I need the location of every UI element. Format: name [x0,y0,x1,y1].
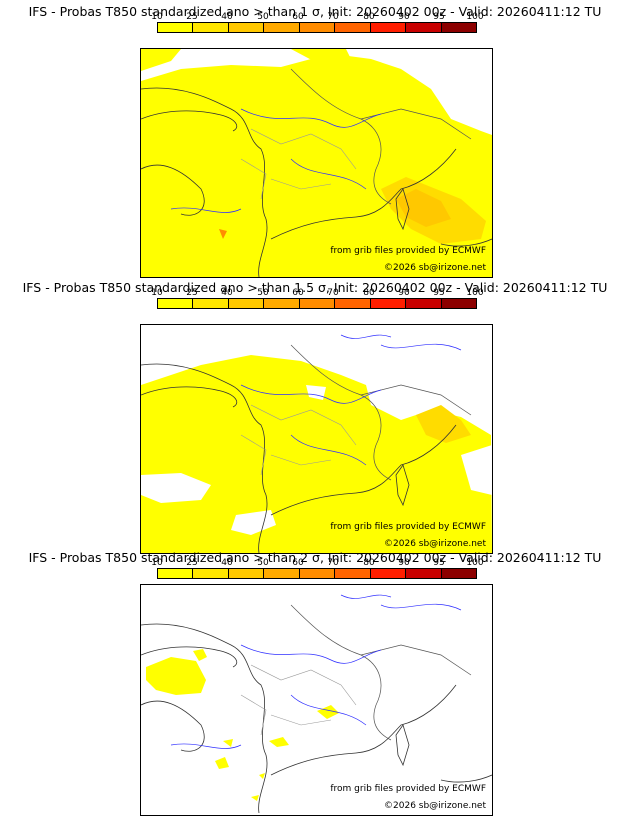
colorbar-cell [406,299,442,308]
map-panel-1: IFS - Probas T850 standardized ano > tha… [0,0,630,278]
tick-label: 10 [151,558,163,568]
copyright-credit: ©2026 sb@irizone.net [384,801,486,811]
probability-map: from grib files provided by ECMWF ©2026 … [140,584,493,816]
colorbar-cell [335,299,371,308]
colorbar-cell [335,23,371,32]
colorbar-cell [441,569,476,578]
tick-label: 10 [151,12,163,22]
tick-label: 90 [398,288,410,298]
source-credit: from grib files provided by ECMWF [330,784,486,794]
tick-label: 60 [292,288,304,298]
colorbar-cell [228,23,265,32]
colorbar [157,298,477,309]
colorbar-cell [335,569,371,578]
tick-label: 95 [433,288,445,298]
map-panel-3: IFS - Probas T850 standardized ano > tha… [0,546,630,822]
colorbar-cell [264,569,300,578]
colorbar-cell [193,299,229,308]
map-graphic [141,334,492,553]
colorbar-cell [370,23,407,32]
colorbar-cell [299,23,336,32]
tick-label: 60 [292,12,304,22]
tick-label: 70 [327,558,339,568]
tick-label: 80 [363,288,375,298]
colorbar-cell [158,569,194,578]
colorbar-cell [158,299,194,308]
colorbar-cell [406,23,442,32]
tick-label: 50 [257,288,269,298]
map-panel-2: IFS - Probas T850 standardized ano > tha… [0,276,630,554]
tick-label: 50 [257,558,269,568]
tick-label: 90 [398,558,410,568]
colorbar-cell [299,299,336,308]
probability-map: from grib files provided by ECMWF ©2026 … [140,48,493,278]
colorbar-ticks: 10 25 40 50 60 70 80 90 95 100 [151,558,483,568]
tick-label: 100 [466,12,484,22]
colorbar-cell [441,299,476,308]
tick-label: 10 [151,288,163,298]
colorbar-cell [370,299,407,308]
source-credit: from grib files provided by ECMWF [330,246,486,256]
colorbar-cell [264,23,300,32]
probability-map: from grib files provided by ECMWF ©2026 … [140,324,493,554]
tick-label: 95 [433,558,445,568]
tick-label: 100 [466,558,484,568]
colorbar-ticks: 10 25 40 50 60 70 80 90 95 100 [151,288,483,298]
tick-label: 95 [433,12,445,22]
colorbar-cell [228,569,265,578]
map-graphic [141,594,492,813]
tick-label: 70 [327,288,339,298]
tick-label: 60 [292,558,304,568]
panel-title: IFS - Probas T850 standardized ano > tha… [28,550,602,565]
colorbar-cell [441,23,476,32]
colorbar-cell [158,23,194,32]
tick-label: 25 [186,12,198,22]
colorbar-cell [193,569,229,578]
tick-label: 25 [186,558,198,568]
tick-label: 80 [363,558,375,568]
tick-label: 40 [221,288,233,298]
tick-label: 25 [186,288,198,298]
tick-label: 100 [466,288,484,298]
colorbar-cell [370,569,407,578]
tick-label: 40 [221,12,233,22]
colorbar-cell [264,299,300,308]
colorbar-cell [193,23,229,32]
copyright-credit: ©2026 sb@irizone.net [384,263,486,273]
tick-label: 50 [257,12,269,22]
panel-title: IFS - Probas T850 standardized ano > tha… [22,280,608,295]
colorbar-ticks: 10 25 40 50 60 70 80 90 95 100 [151,12,483,22]
map-graphic [141,49,492,277]
colorbar-cell [228,299,265,308]
tick-label: 80 [363,12,375,22]
copyright-credit: ©2026 sb@irizone.net [384,539,486,549]
tick-label: 40 [221,558,233,568]
colorbar [157,22,477,33]
panel-title: IFS - Probas T850 standardized ano > tha… [28,4,602,19]
colorbar-cell [406,569,442,578]
source-credit: from grib files provided by ECMWF [330,522,486,532]
colorbar-cell [299,569,336,578]
tick-label: 70 [327,12,339,22]
tick-label: 90 [398,12,410,22]
colorbar [157,568,477,579]
